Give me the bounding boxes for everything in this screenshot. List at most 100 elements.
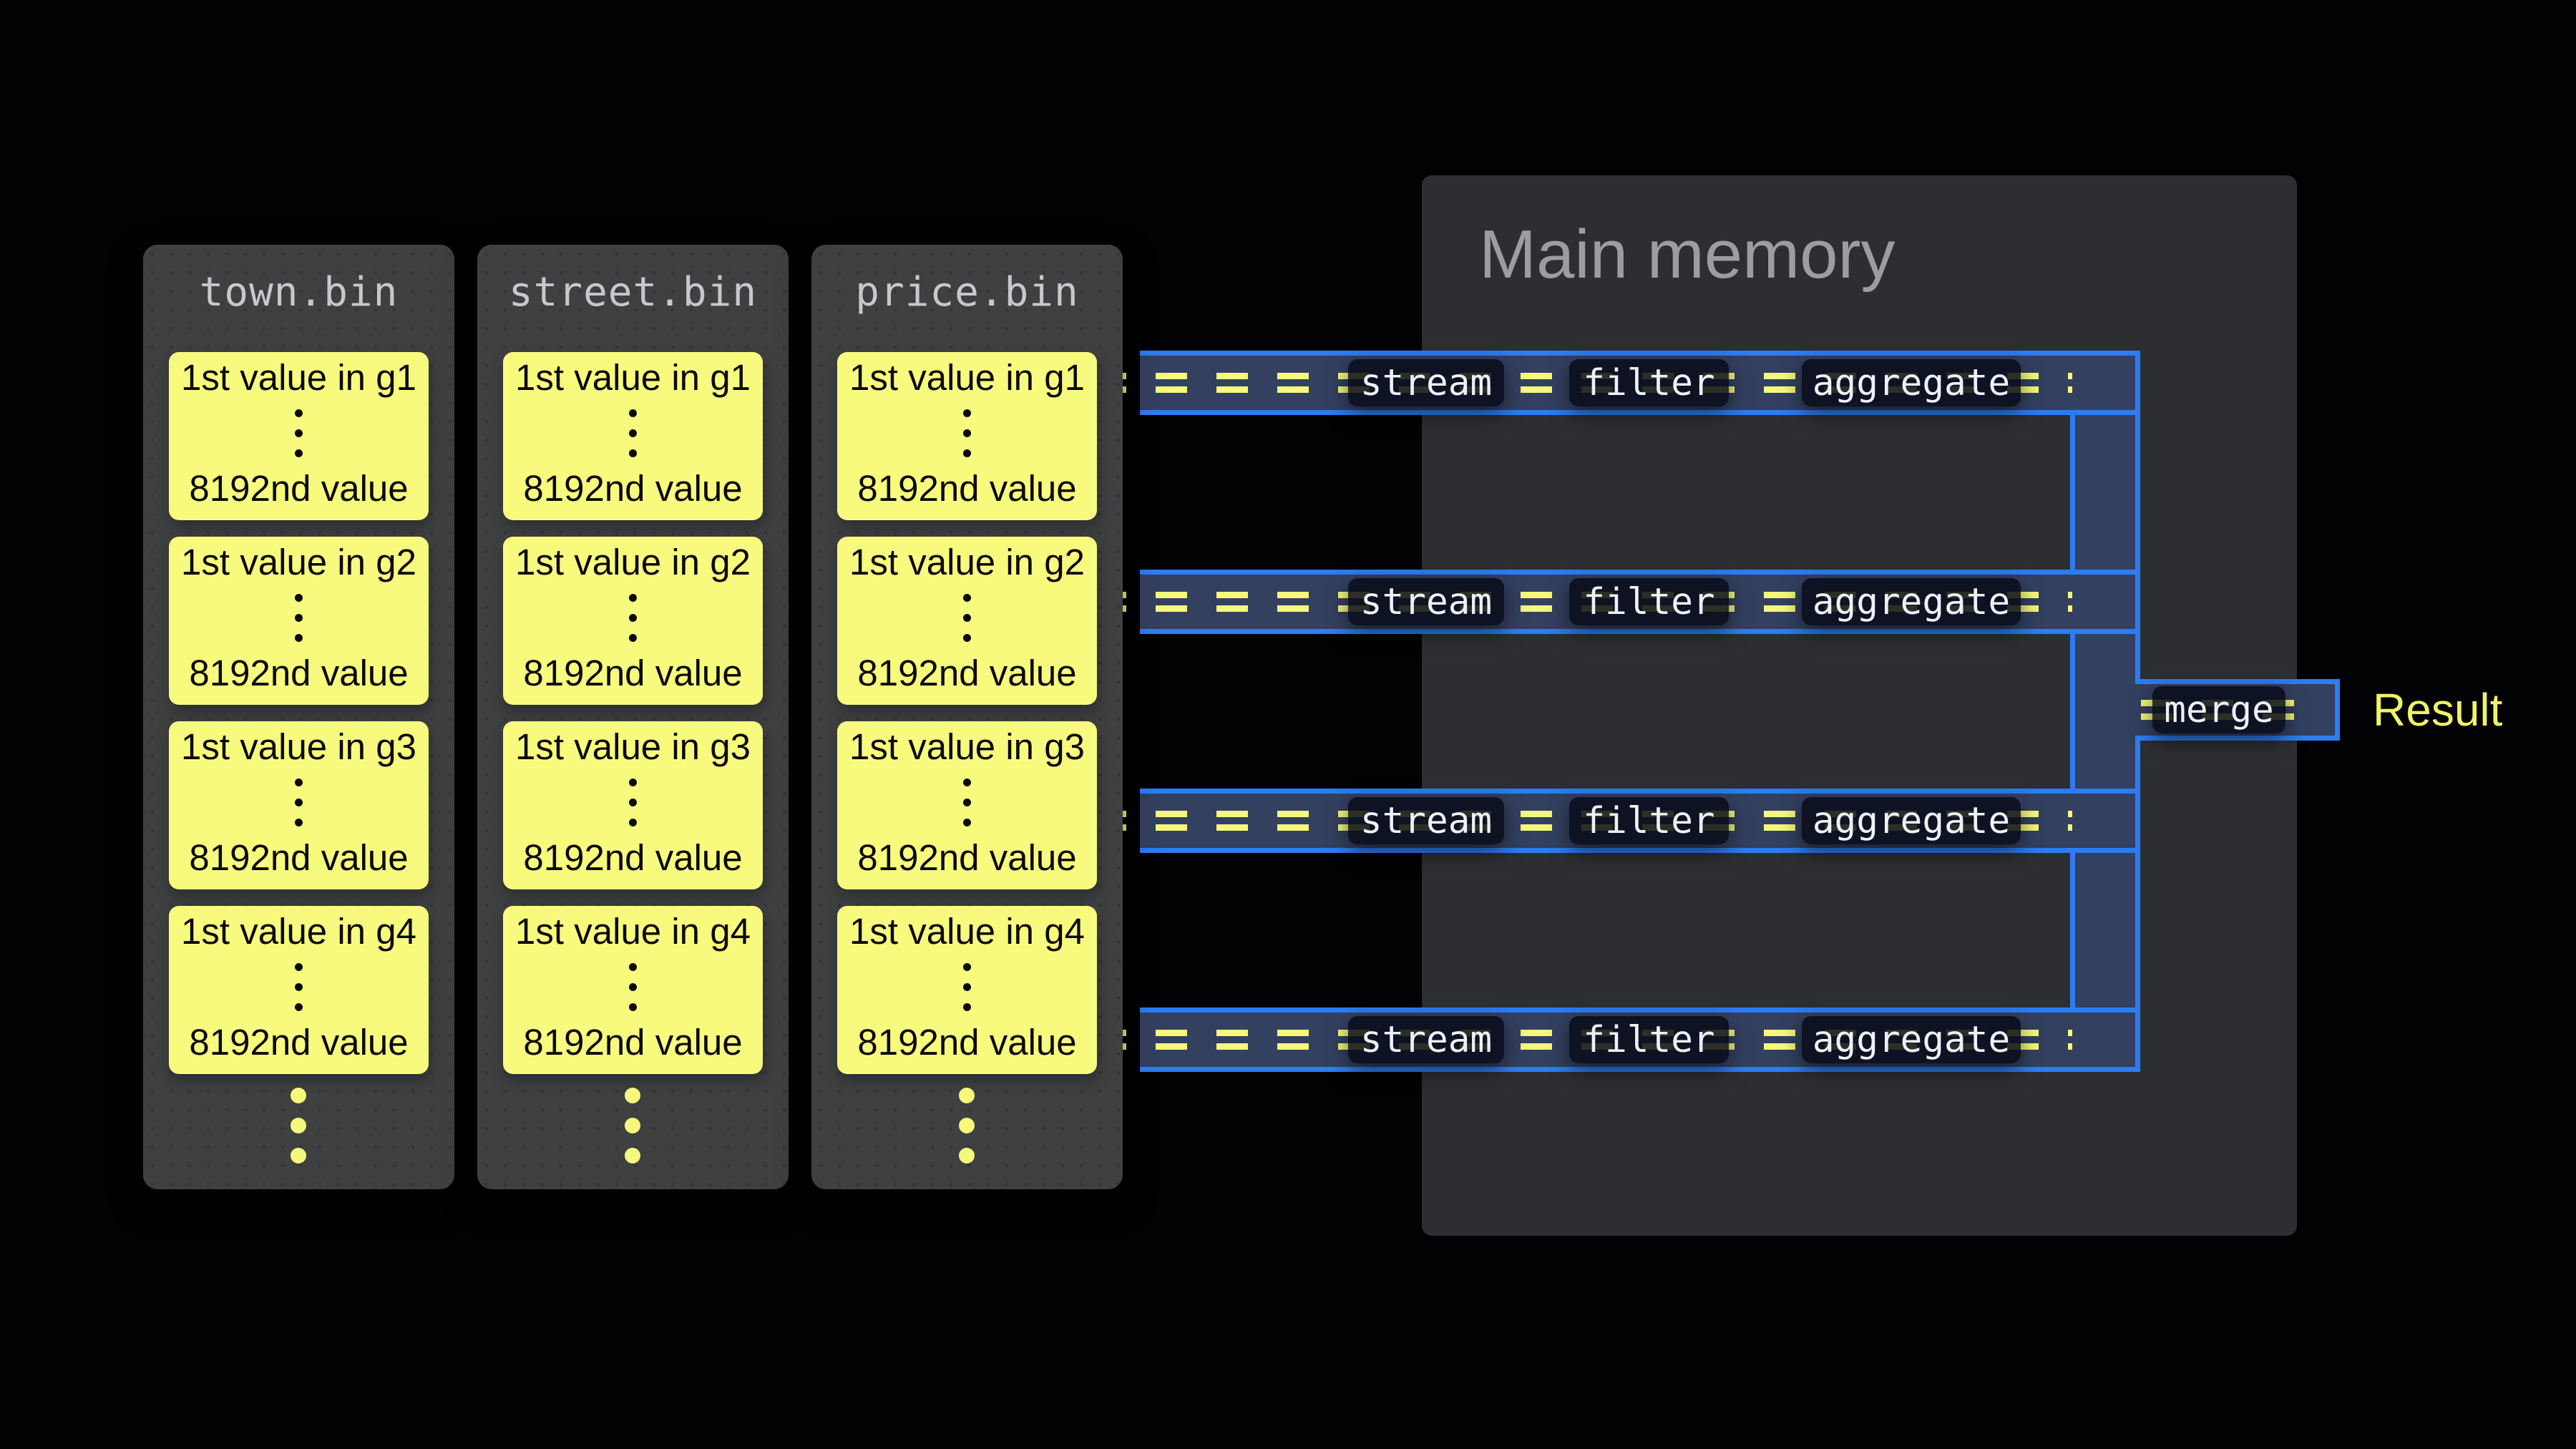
merge-channel (2070, 351, 2140, 1072)
ellipsis-dot-icon (295, 819, 303, 826)
vertical-ellipsis-icon (629, 779, 637, 826)
equals-dash-icon (1764, 373, 1795, 393)
main-memory-title: Main memory (1479, 216, 1896, 293)
vertical-ellipsis-icon (963, 594, 971, 642)
card-first-value-label: 1st value in g2 (515, 542, 751, 582)
result-label: Result (2373, 684, 2503, 736)
card-last-value-label: 8192nd value (523, 467, 743, 509)
ellipsis-dot-icon (629, 963, 637, 971)
ellipsis-dot-icon (629, 983, 637, 991)
ellipsis-dot-icon (295, 409, 303, 417)
ellipsis-dot-icon (629, 1003, 637, 1011)
ellipsis-dot-icon (629, 614, 637, 622)
card-first-value-label: 1st value in g4 (849, 911, 1085, 952)
stage-box-filter: filter (1569, 359, 1729, 406)
stage-box-stream: stream (1348, 578, 1504, 625)
more-groups-dot-icon (959, 1118, 975, 1133)
file-name-label: price.bin (855, 269, 1079, 316)
vertical-ellipsis-icon (295, 594, 303, 642)
stage-box-aggregate: aggregate (1802, 359, 2021, 406)
vertical-ellipsis-icon (963, 779, 971, 826)
more-groups-dot-icon (625, 1118, 640, 1133)
more-groups-dot-icon (959, 1148, 975, 1163)
card-first-value-label: 1st value in g3 (181, 726, 416, 767)
pipeline-row-1: stream filter aggregate (1095, 351, 2140, 415)
more-groups-dot-icon (625, 1148, 640, 1163)
equals-dash-icon (1277, 592, 1309, 612)
stage-box-filter: filter (1569, 797, 1729, 844)
vertical-ellipsis-icon (629, 594, 637, 642)
equals-dash-icon (1216, 811, 1248, 831)
card-last-value-label: 8192nd value (189, 836, 409, 878)
equals-dash-icon (1277, 373, 1309, 393)
ellipsis-dot-icon (629, 634, 637, 642)
ellipsis-dot-icon (629, 799, 637, 806)
file-name-label: town.bin (199, 269, 399, 316)
value-group-card: 1st value in g3 8192nd value (837, 721, 1097, 889)
value-group-card: 1st value in g1 8192nd value (837, 352, 1097, 520)
ellipsis-dot-icon (963, 449, 971, 457)
card-last-value-label: 8192nd value (857, 467, 1077, 509)
more-groups-dot-icon (291, 1148, 306, 1163)
card-last-value-label: 8192nd value (523, 1021, 743, 1063)
ellipsis-dot-icon (963, 594, 971, 602)
more-groups-dot-icon (291, 1088, 306, 1103)
equals-dash-icon (2068, 373, 2072, 393)
ellipsis-dot-icon (629, 429, 637, 437)
equals-dash-icon (2068, 811, 2072, 831)
card-last-value-label: 8192nd value (857, 836, 1077, 878)
stage-box-aggregate: aggregate (1802, 1016, 2021, 1063)
equals-dash-icon (1521, 373, 1552, 393)
channel-right-border (2135, 351, 2140, 679)
card-first-value-label: 1st value in g2 (181, 542, 416, 582)
merge-connector: merge (2135, 679, 2340, 741)
value-group-card: 1st value in g4 8192nd value (169, 906, 429, 1074)
equals-dash-icon (2068, 592, 2072, 612)
ellipsis-dot-icon (295, 963, 303, 971)
ellipsis-dot-icon (295, 634, 303, 642)
equals-dash-icon (1156, 811, 1187, 831)
channel-right-border (2135, 741, 2140, 1072)
equals-dash-icon (2068, 1030, 2072, 1050)
equals-dash-icon (1764, 1030, 1795, 1050)
file-name-label: street.bin (508, 269, 758, 316)
stage-box-aggregate: aggregate (1802, 797, 2021, 844)
value-group-card: 1st value in g4 8192nd value (837, 906, 1097, 1074)
ellipsis-dot-icon (295, 429, 303, 437)
file-panel-street.bin: street.bin 1st value in g1 8192nd value 1st… (477, 245, 789, 1189)
ellipsis-dot-icon (295, 594, 303, 602)
card-first-value-label: 1st value in g4 (515, 911, 751, 952)
equals-dash-icon (1156, 1030, 1187, 1050)
equals-dash-icon (1156, 592, 1187, 612)
equals-dash-icon (1521, 1030, 1552, 1050)
equals-dash-icon (1156, 373, 1187, 393)
card-first-value-label: 1st value in g3 (849, 726, 1085, 767)
value-group-card: 1st value in g2 8192nd value (837, 537, 1097, 705)
stage-box-stream: stream (1348, 797, 1504, 844)
ellipsis-dot-icon (963, 1003, 971, 1011)
stage-box-filter: filter (1569, 1016, 1729, 1063)
ellipsis-dot-icon (295, 1003, 303, 1011)
card-last-value-label: 8192nd value (189, 652, 409, 693)
ellipsis-dot-icon (629, 779, 637, 786)
value-group-card: 1st value in g2 8192nd value (503, 537, 763, 705)
ellipsis-dot-icon (295, 983, 303, 991)
ellipsis-dot-icon (963, 409, 971, 417)
card-first-value-label: 1st value in g1 (181, 357, 416, 398)
ellipsis-dot-icon (295, 614, 303, 622)
value-group-card: 1st value in g2 8192nd value (169, 537, 429, 705)
connector-joint-line (2070, 634, 2075, 789)
stage-box-filter: filter (1569, 578, 1729, 625)
ellipsis-dot-icon (963, 429, 971, 437)
vertical-ellipsis-icon (295, 963, 303, 1011)
ellipsis-dot-icon (963, 614, 971, 622)
ellipsis-dot-icon (295, 449, 303, 457)
card-last-value-label: 8192nd value (857, 1021, 1077, 1063)
equals-dash-icon (1764, 811, 1795, 831)
file-panel-town.bin: town.bin 1st value in g1 8192nd value 1st v… (143, 245, 454, 1189)
equals-dash-icon (1277, 811, 1309, 831)
value-group-card: 1st value in g3 8192nd value (169, 721, 429, 889)
pipeline-row-2: stream filter aggregate (1095, 570, 2140, 634)
ellipsis-dot-icon (295, 799, 303, 806)
